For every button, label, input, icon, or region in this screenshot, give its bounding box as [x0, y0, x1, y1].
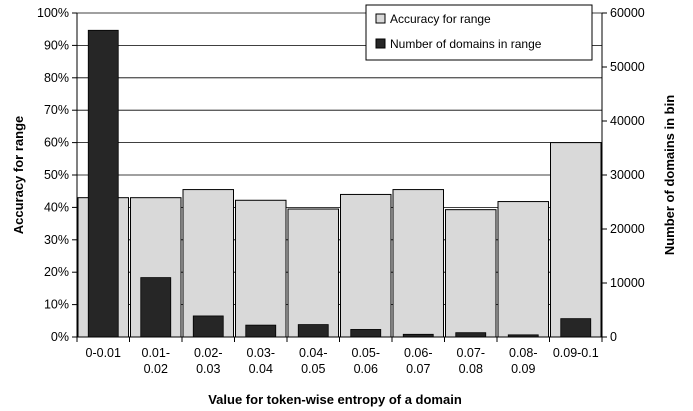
x-tick-label: 0.05- 0.06 [352, 346, 381, 376]
y-tick-label: 90% [44, 38, 69, 52]
bar-accuracy [235, 199, 287, 338]
legend: Accuracy for range Number of domains in … [365, 4, 593, 61]
axes [72, 12, 607, 342]
x-tick-label-line: 0.07- [457, 346, 486, 360]
bar-accuracy [445, 209, 497, 338]
y-tick-label: 40% [44, 200, 69, 214]
x-tick-label-line: 0-0.01 [86, 346, 121, 360]
y2-tick-label: 0 [610, 330, 617, 344]
bar-domains [350, 329, 382, 338]
x-tick-label-line: 0.08- [509, 346, 538, 360]
x-tick-label-line: 0.04 [249, 362, 273, 376]
x-tick-label-line: 0.01- [142, 346, 171, 360]
bar-domains [455, 332, 487, 338]
y-tick-label: 30% [44, 233, 69, 247]
y-tick-label: 60% [44, 136, 69, 150]
bar-accuracy [392, 189, 444, 338]
y-tick-label: 100% [37, 6, 69, 20]
y-axis-title: Accuracy for range [11, 116, 26, 235]
bar-domains [560, 318, 592, 338]
x-tick-label: 0.07- 0.08 [457, 346, 486, 376]
x-tick-label-line: 0.03 [196, 362, 220, 376]
x-tick-label: 0-0.01 [86, 346, 121, 360]
x-tick-label-line: 0.06 [354, 362, 378, 376]
y-tick-label: 20% [44, 265, 69, 279]
y2-tick-label: 20000 [610, 222, 645, 236]
y2-tick-label: 10000 [610, 276, 645, 290]
y2-tick-label: 40000 [610, 114, 645, 128]
x-tick-label-line: 0.02 [144, 362, 168, 376]
y2-axis-title: Number of domains in bin [662, 95, 677, 255]
x-tick-label-line: 0.04- [299, 346, 328, 360]
y-tick-label: 10% [44, 298, 69, 312]
x-tick-label: 0.08- 0.09 [509, 346, 538, 376]
x-tick-label-line: 0.06- [404, 346, 433, 360]
y2-tick-labels: 0 10000 20000 30000 40000 50000 60000 [610, 6, 645, 344]
y-tick-label: 80% [44, 71, 69, 85]
bars [77, 29, 602, 338]
y-tick-label: 70% [44, 103, 69, 117]
x-tick-label-line: 0.07 [406, 362, 430, 376]
y-tick-labels: 0% 10% 20% 30% 40% 50% 60% 70% 80% 90% 100% [37, 6, 69, 344]
x-tick-labels: 0-0.01 0.01-0.020.02-0.030.03-0.040.04-0.… [86, 346, 599, 376]
bar-accuracy [497, 201, 549, 338]
bar-domains [192, 315, 224, 338]
bar-domains [87, 29, 119, 338]
bar-accuracy [550, 142, 602, 338]
x-axis-title: Value for token-wise entropy of a domain [208, 392, 462, 407]
x-tick-label-line: 0.03- [247, 346, 276, 360]
x-tick-label: 0.09-0.1 [553, 346, 599, 360]
y-tick-label: 50% [44, 168, 69, 182]
x-tick-label-line: 0.08 [459, 362, 483, 376]
x-tick-label: 0.02- 0.03 [194, 346, 223, 376]
legend-swatch-domains [375, 38, 386, 49]
legend-label-domains: Number of domains in range [390, 37, 542, 51]
x-tick-label: 0.04- 0.05 [299, 346, 328, 376]
legend-box [365, 4, 593, 61]
x-tick-label-line: 0.09 [511, 362, 535, 376]
y-tick-label: 0% [51, 330, 69, 344]
x-tick-label-line: 0.02- [194, 346, 223, 360]
x-tick-label: 0.03- 0.04 [247, 346, 276, 376]
bar-domains [245, 324, 277, 338]
x-tick-label: 0.06- 0.07 [404, 346, 433, 376]
x-tick-label-line: 0.05- [352, 346, 381, 360]
x-tick-label-line: 0.05 [301, 362, 325, 376]
x-tick-label: 0.01- 0.02 [142, 346, 171, 376]
y2-tick-label: 60000 [610, 6, 645, 20]
y2-tick-label: 50000 [610, 60, 645, 74]
legend-label-accuracy: Accuracy for range [390, 12, 491, 26]
bar-accuracy [182, 189, 234, 338]
y2-tick-label: 30000 [610, 168, 645, 182]
bar-accuracy [340, 193, 392, 338]
bar-domains [140, 277, 172, 338]
legend-swatch-accuracy [375, 13, 386, 24]
x-tick-label-line: 0.09-0.1 [553, 346, 599, 360]
bar-accuracy [287, 208, 339, 338]
bar-domains [297, 324, 329, 338]
